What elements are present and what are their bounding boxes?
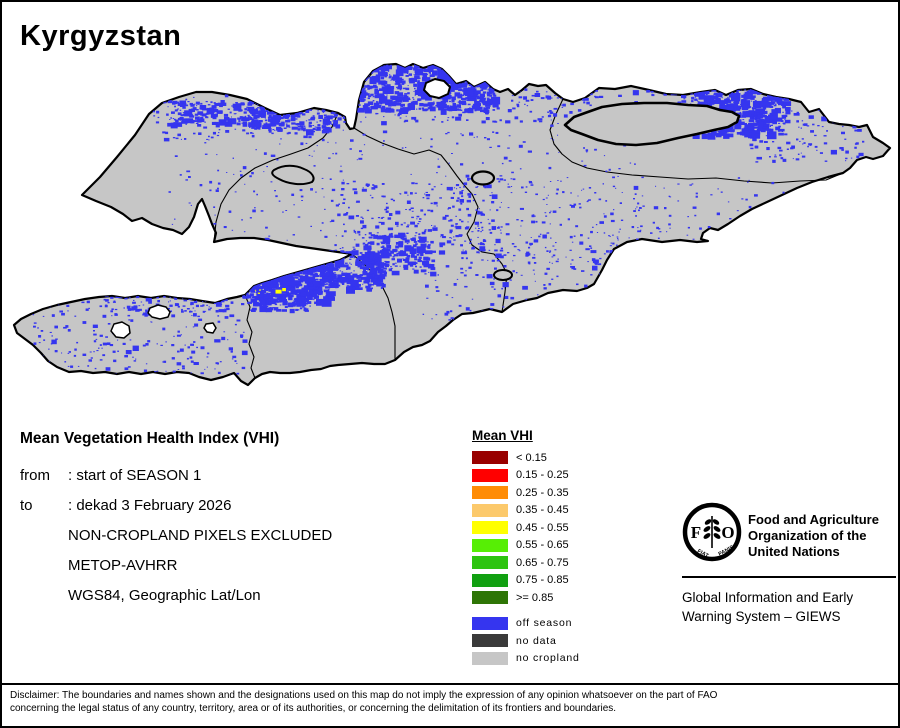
legend-swatch [472,591,508,605]
lakes [271,101,741,281]
enclave-vorukh [203,322,217,334]
legend-label: no cropland [516,652,580,665]
map-info-block: Mean Vegetation Health Index (VHI) from:… [20,430,450,610]
legend-label: 0.45 - 0.55 [516,521,569,534]
text-line: concerning the legal status of any count… [10,702,617,714]
text-line: Organization of the [748,528,867,543]
fao-divider [682,576,896,578]
fao-block: F O FIAT PANIS Food and Agriculture Organ… [682,502,896,626]
info-row-text: NON-CROPLAND PIXELS EXCLUDED [68,526,333,544]
giews-label: Global Information and Early Warning Syst… [682,588,896,626]
legend-row: >= 0.85 [472,589,580,607]
admin-line-talas [213,112,339,243]
info-rows: from : start of SEASON 1 to : dekad 3 Febru… [20,460,450,610]
legend-swatch [472,503,508,517]
legend-row: 0.45 - 0.55 [472,519,580,537]
legend-label: 0.25 - 0.35 [516,486,569,499]
info-row-text: : start of SEASON 1 [68,466,202,484]
legend-label: 0.35 - 0.45 [516,504,569,517]
info-row-text: METOP-AVHRR [68,556,178,574]
lake-toktogul [271,164,315,186]
legend-swatch [472,451,508,465]
legend-swatch [472,468,508,482]
legend-swatch [472,556,508,570]
fao-logo-icon: F O FIAT PANIS [682,502,742,562]
legend-label: no data [516,634,557,647]
legend-swatch [472,651,508,665]
legend-title: Mean VHI [472,428,533,443]
legend-extra-list: off season no data no cropland [472,615,580,668]
legend-row: 0.25 - 0.35 [472,484,580,502]
page-title: Kyrgyzstan [20,20,182,52]
text-line: Food and Agriculture [748,512,879,527]
legend-row: off season [472,615,580,633]
lake-issyk-kul [563,101,741,147]
legend-swatch [472,521,508,535]
info-row-text: WGS84, Geographic Lat/Lon [68,586,261,604]
admin-boundaries [213,98,844,379]
enclave-shakhimardan [110,321,131,339]
legend-label: 0.15 - 0.25 [516,469,569,482]
lake-chatyr-kul [493,269,513,281]
text-line: Global Information and Early [682,590,854,605]
enclave-sokh [147,304,171,320]
legend-swatch [472,538,508,552]
info-row: METOP-AVHRR [20,550,450,580]
legend-label: 0.55 - 0.65 [516,539,569,552]
svg-text:F: F [691,523,701,542]
legend-swatch [472,486,508,500]
svg-text:O: O [721,523,734,542]
vhi-legend: Mean VHI < 0.15 0.15 - 0.25 0.25 - 0.35 0.3… [472,428,580,667]
admin-line-chuy-issykkul [549,98,844,184]
info-row: to : dekad 3 February 2026 [20,490,450,520]
legend-row: 0.55 - 0.65 [472,537,580,555]
legend-label: 0.65 - 0.75 [516,556,569,569]
legend-row: 0.75 - 0.85 [472,572,580,590]
legend-row: no cropland [472,650,580,668]
legend-swatch [472,634,508,648]
legend-row: 0.35 - 0.45 [472,502,580,520]
legend-row: 0.15 - 0.25 [472,467,580,485]
text-line: United Nations [748,544,840,559]
text-line: Disclaimer: The boundaries and names sho… [10,690,718,701]
info-row-label: from [20,466,50,484]
info-heading: Mean Vegetation Health Index (VHI) [20,430,280,447]
lake-song-kul [470,170,496,186]
info-row: WGS84, Geographic Lat/Lon [20,580,450,610]
admin-line-osh-batken [244,294,256,379]
info-row: from : start of SEASON 1 [20,460,450,490]
svg-text:FIAT: FIAT [696,548,710,559]
legend-swatch [472,573,508,587]
legend-row: < 0.15 [472,449,580,467]
info-row-text: : dekad 3 February 2026 [68,496,232,514]
wheat-ear-icon [703,516,721,548]
excluded-areas [110,78,451,339]
info-row-label: to [20,496,33,514]
disclaimer-text: Disclaimer: The boundaries and names sho… [10,690,894,715]
disclaimer-divider [2,683,898,685]
legend-label: 0.75 - 0.85 [516,574,569,587]
text-line: Warning System – GIEWS [682,609,841,624]
legend-label: >= 0.85 [516,591,554,604]
legend-row: 0.65 - 0.75 [472,554,580,572]
legend-swatch [472,616,508,630]
info-row: NON-CROPLAND PIXELS EXCLUDED [20,520,450,550]
fao-org-name: Food and Agriculture Organization of the U… [748,502,879,560]
legend-class-list: < 0.15 0.15 - 0.25 0.25 - 0.35 0.35 - 0.45 0… [472,449,580,607]
legend-label: < 0.15 [516,451,547,464]
legend-label: off season [516,617,573,630]
bishkek-excluded-area [423,78,451,99]
legend-row: no data [472,632,580,650]
